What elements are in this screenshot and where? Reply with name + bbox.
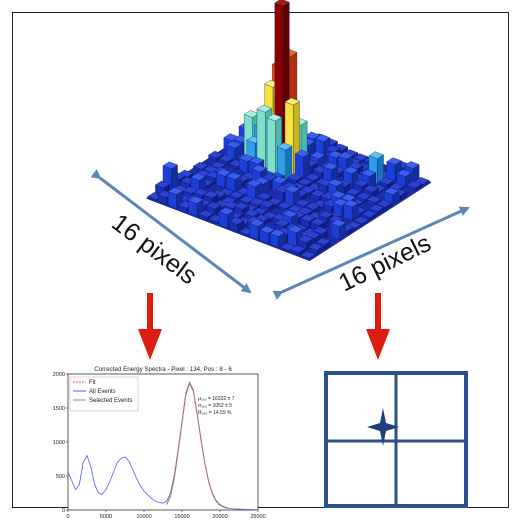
down-arrow-left — [138, 293, 162, 360]
y-tick-label: 1000 — [53, 440, 65, 446]
fit-annotation: σ₁₆₀ = 1052 ± 5 — [198, 403, 232, 409]
right-dimension-label: 16 pixels — [334, 229, 435, 297]
x-tick-label: 0 — [66, 514, 69, 520]
x-tick-label: 5000 — [100, 514, 112, 520]
legend-entry: All Events — [89, 389, 116, 395]
y-tick-label: 500 — [56, 474, 65, 480]
energy-spectrum-chart: Corrected Energy Spectra - Pixel : 134, … — [53, 366, 266, 520]
x-tick-label: 25000 — [250, 514, 265, 520]
chart-title: Corrected Energy Spectra - Pixel : 134, … — [94, 366, 232, 373]
fit-annotation: R₁₆₀ = 14.59 % — [198, 410, 232, 416]
x-tick-label: 20000 — [212, 514, 227, 520]
chart-legend: Fit All Events Selected Events — [69, 376, 139, 412]
y-tick-label: 0 — [62, 508, 65, 514]
series-line-all-events — [67, 381, 259, 511]
fit-annotation: μ₁₆₀ = 16332 ± 7 — [198, 396, 235, 402]
x-tick-label: 10000 — [136, 514, 151, 520]
position-grid-box — [324, 371, 468, 508]
legend-entry: Fit — [89, 380, 96, 386]
series-line-fit — [166, 381, 221, 507]
legend-entry: Selected Events — [89, 398, 132, 404]
y-tick-label: 2000 — [53, 372, 65, 378]
figure-frame — [12, 12, 509, 508]
x-axis-ticks: 0 5000 10000 15000 20000 25000 — [66, 510, 266, 520]
histogram-bar — [285, 145, 293, 181]
right-dimension-arrow — [272, 206, 470, 300]
chart-series — [67, 381, 259, 511]
pixel-histogram-3d — [145, 0, 432, 262]
interaction-position-sparkle-icon — [367, 408, 399, 446]
left-dimension-arrow — [90, 169, 252, 294]
y-axis-ticks: 0 500 1000 1500 2000 — [53, 372, 68, 514]
y-tick-label: 1500 — [53, 406, 65, 412]
down-arrow-right — [366, 293, 390, 360]
x-tick-label: 15000 — [174, 514, 189, 520]
